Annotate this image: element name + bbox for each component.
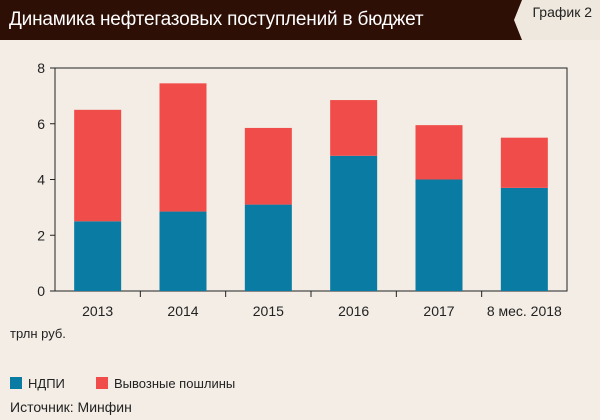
unit-label: трлн руб. [10, 326, 66, 341]
legend-label-ndpi: НДПИ [28, 375, 65, 391]
y-tick-label: 4 [37, 172, 45, 188]
bar-ndpi-5 [500, 187, 548, 291]
bar-export-duties-0 [74, 109, 122, 222]
bar-export-duties-5 [500, 137, 548, 188]
chart-header: Динамика нефтегазовых поступлений в бюдж… [0, 0, 600, 40]
stacked-bar-chart: 0 2 4 6 8 2013 2014 2015 2016 2017 8 мес. 2018 [37, 60, 568, 319]
bar-export-duties-1 [159, 83, 207, 212]
plot-frame [54, 67, 568, 292]
chart-number-label: График 2 [532, 4, 592, 20]
source-note: Источник: Минфин [10, 399, 132, 415]
y-tick-label: 2 [37, 227, 45, 243]
legend-label-export-duties: Вывозные пошлины [114, 375, 236, 391]
x-tick-label: 2014 [167, 303, 198, 319]
x-tick-label: 2013 [82, 303, 113, 319]
bar-export-duties-3 [330, 100, 378, 156]
legend-swatch-export-duties [96, 377, 108, 389]
chart-number-tag: График 2 [514, 0, 600, 40]
x-tick-label: 2017 [423, 303, 454, 319]
bar-ndpi-2 [244, 204, 292, 291]
x-tick-label: 2015 [253, 303, 284, 319]
legend-item-export-duties: Вывозные пошлины [96, 375, 235, 391]
legend-item-ndpi: НДПИ [10, 375, 65, 391]
x-tick-label: 8 мес. 2018 [487, 303, 562, 319]
bar-export-duties-4 [415, 125, 463, 180]
y-tick-label: 0 [37, 283, 45, 299]
y-tick-label: 8 [37, 60, 45, 76]
legend-swatch-ndpi [10, 377, 22, 389]
chart-title: Динамика нефтегазовых поступлений в бюдж… [9, 9, 424, 30]
bar-export-duties-2 [244, 127, 292, 205]
bar-ndpi-3 [330, 155, 378, 291]
bar-ndpi-4 [415, 179, 463, 291]
x-tick-label: 2016 [338, 303, 369, 319]
bar-ndpi-0 [74, 221, 122, 291]
bar-ndpi-1 [159, 211, 207, 291]
y-tick-label: 6 [37, 116, 45, 132]
